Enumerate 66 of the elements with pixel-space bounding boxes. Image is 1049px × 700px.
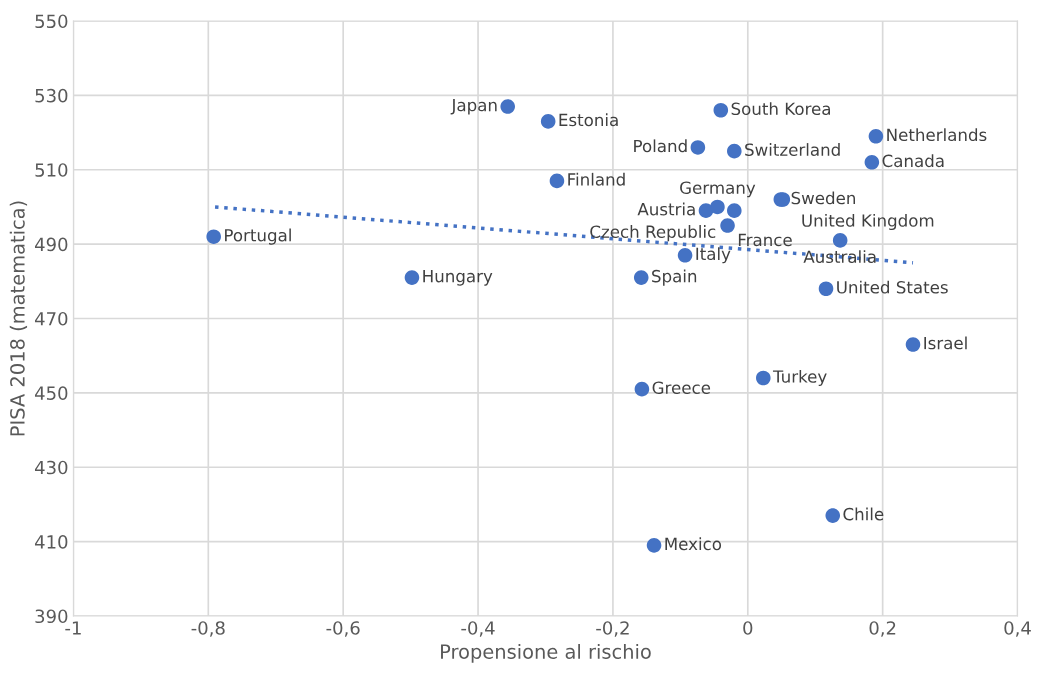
annotation: United States [837, 280, 948, 294]
point [646, 538, 662, 553]
y-tick-label: 390 [35, 609, 68, 624]
x-tick-label: 0 [743, 621, 753, 635]
y-tick-label: 410 [34, 535, 68, 549]
x-axis-title: Propensione al rischio [441, 643, 651, 663]
annotation: Sweden [791, 191, 855, 205]
x-tick-label: 0,4 [1004, 621, 1031, 637]
point [713, 102, 729, 118]
point [690, 140, 706, 155]
point [698, 203, 714, 218]
point [825, 508, 841, 523]
y-tick-label: 430 [34, 460, 68, 475]
y-tick-label: 530 [35, 88, 68, 103]
y-tick-label: 490 [34, 237, 68, 252]
point [905, 337, 921, 352]
annotation: Canada [882, 154, 944, 168]
y-tick-label: 470 [34, 311, 68, 326]
x-tick-label: -0,4 [461, 621, 495, 637]
point [818, 281, 834, 297]
point [727, 143, 742, 159]
point [500, 99, 515, 114]
point [206, 229, 221, 244]
annotation: Mexico [665, 537, 722, 551]
point [720, 218, 735, 233]
y-tick-label: 450 [34, 386, 68, 400]
annotation: Hungary [423, 270, 493, 286]
x-tick-label: -0,6 [326, 621, 360, 637]
annotation: Italy [696, 247, 731, 264]
annotation: South Korea [731, 102, 830, 116]
annotation: Poland [634, 139, 687, 153]
annotation: Germany [680, 181, 756, 198]
point [404, 270, 420, 285]
point [633, 270, 649, 285]
point [634, 381, 650, 397]
annotation: Austria [637, 202, 695, 216]
annotation: Estonia [559, 113, 618, 127]
x-tick-label: -1 [65, 621, 81, 635]
annotation: Czech Republic [590, 225, 716, 242]
annotation: Turkey [772, 369, 827, 387]
annotation: Switzerland [745, 143, 840, 156]
y-tick-label: 510 [35, 163, 68, 177]
point [756, 370, 771, 386]
point [832, 233, 848, 248]
annotation: Greece [652, 381, 711, 394]
annotation: United Kingdom [802, 213, 934, 231]
annotation: Israel [924, 336, 967, 350]
y-axis-title: PISA 2018 (matematica) [9, 201, 28, 436]
point [727, 203, 742, 218]
annotation: Japan [450, 98, 497, 115]
annotation: Netherlands [887, 128, 987, 142]
annotation: Finland [568, 172, 625, 186]
x-tick-label: 0,2 [869, 621, 896, 637]
point [540, 114, 556, 129]
annotation: Chile [843, 507, 884, 521]
annotation: Spain [652, 269, 697, 286]
point [549, 173, 565, 189]
x-tick-label: -0,2 [596, 621, 629, 637]
y-tick-label: 550 [35, 14, 68, 29]
annotation: Portugal [225, 228, 291, 245]
annotation: France [738, 233, 792, 247]
point [710, 199, 725, 215]
point [864, 155, 880, 170]
x-tick-label: -0,8 [191, 621, 225, 637]
point [868, 129, 884, 144]
point [677, 248, 693, 263]
